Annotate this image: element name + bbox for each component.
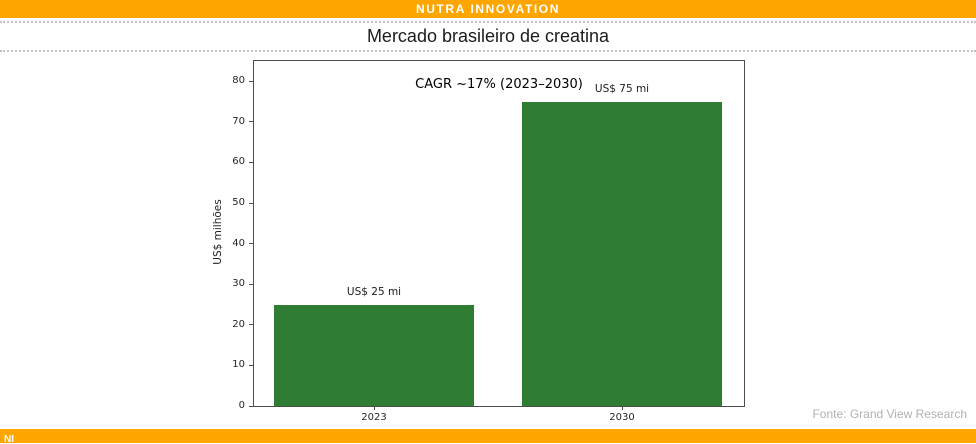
- page-title: Mercado brasileiro de creatina: [366, 26, 610, 46]
- footer-bar: NI: [0, 429, 976, 444]
- y-tick-mark: [249, 202, 254, 204]
- footer-brand: NI: [4, 434, 14, 444]
- x-tick-label: 2030: [609, 412, 635, 423]
- source-note: Fonte: Grand View Research: [812, 407, 967, 421]
- y-tick-label: 40: [232, 237, 245, 249]
- y-tick-label: 0: [238, 400, 245, 411]
- y-tick-label: 70: [232, 115, 245, 127]
- plot-area: CAGR ~17% (2023–2030) 0 10 20 30 40 50 60 70 80 U…: [232, 60, 745, 423]
- dotted-divider-top: [0, 21, 976, 23]
- y-tick-mark: [249, 324, 254, 326]
- y-tick-mark: [249, 243, 254, 245]
- y-tick-mark: [249, 161, 254, 163]
- y-tick-mark: [249, 80, 254, 82]
- y-tick-label: 50: [232, 197, 245, 209]
- brand-title: NUTRA INNOVATION: [415, 2, 561, 16]
- y-tick-label: 30: [232, 278, 245, 290]
- y-tick-mark: [249, 405, 254, 407]
- y-tick-mark: [249, 364, 254, 366]
- dotted-divider-bottom: [0, 50, 976, 52]
- y-tick-mark: [249, 121, 254, 123]
- bar-2023: [274, 304, 474, 406]
- bar-2030: [522, 101, 722, 406]
- y-tick-label: 80: [232, 75, 245, 87]
- y-tick-mark: [249, 283, 254, 285]
- header-bar: NUTRA INNOVATION: [0, 0, 976, 18]
- y-tick-label: 10: [232, 359, 245, 371]
- cagr-annotation: CAGR ~17% (2023–2030): [415, 77, 583, 92]
- y-axis-label: US$ milhões: [212, 199, 224, 265]
- y-tick-label: 60: [232, 156, 245, 168]
- bar-value-label: US$ 25 mi: [346, 285, 402, 298]
- x-tick-mark: [622, 406, 623, 410]
- x-tick-mark: [374, 406, 375, 410]
- bar-value-label: US$ 75 mi: [594, 82, 650, 95]
- x-tick-label: 2023: [361, 412, 387, 423]
- y-tick-label: 20: [232, 318, 245, 330]
